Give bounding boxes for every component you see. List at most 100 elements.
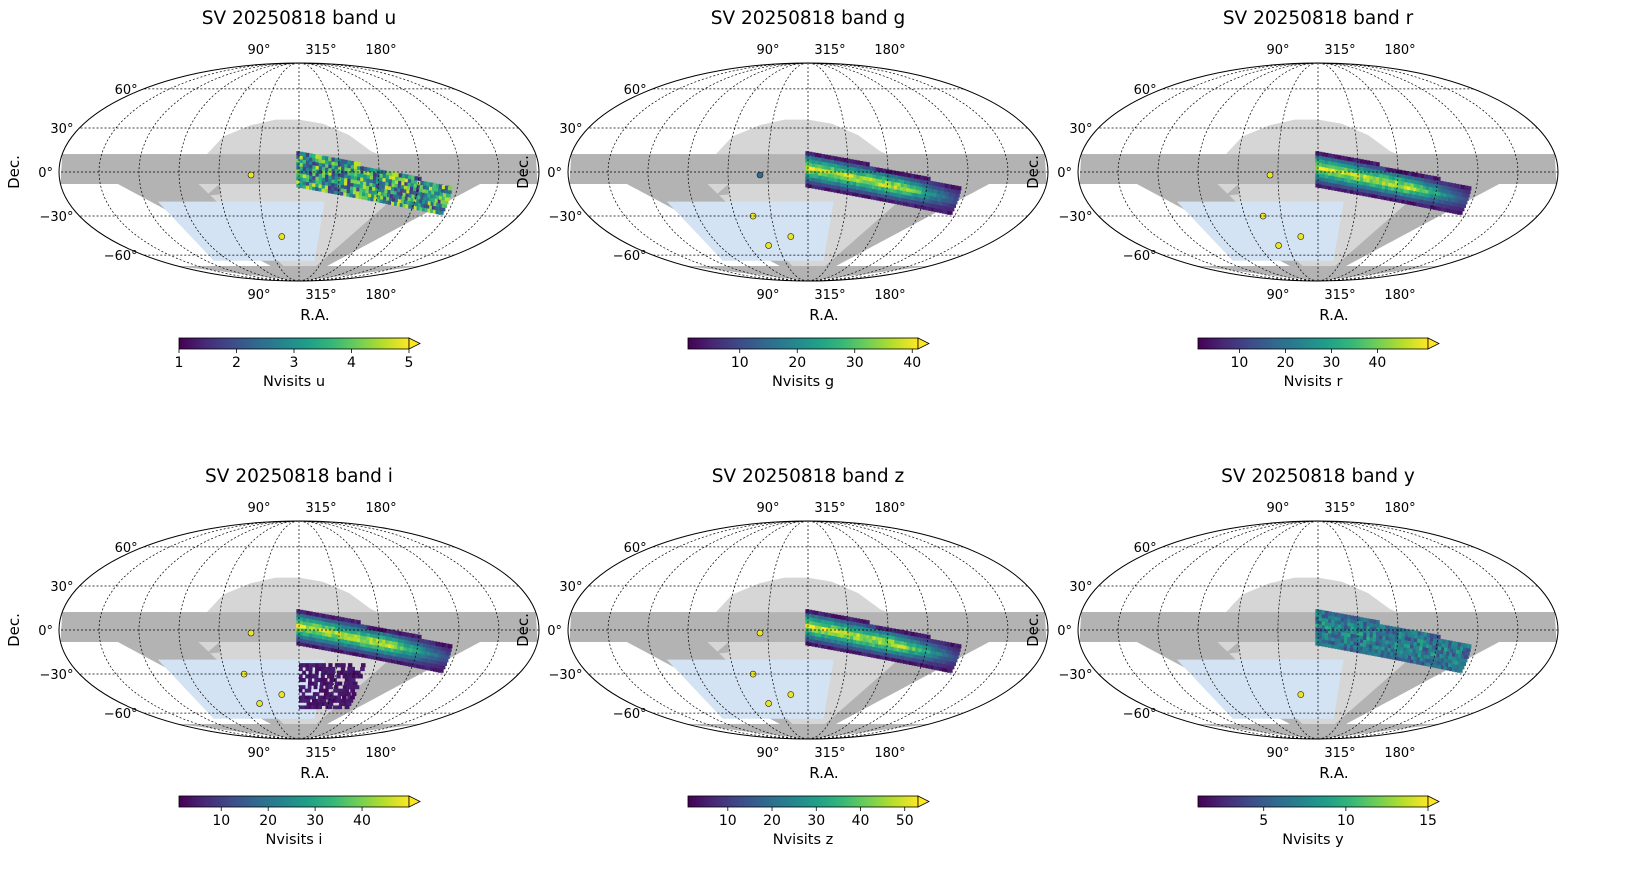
coverage-cell bbox=[821, 161, 826, 166]
coverage-cell bbox=[1369, 622, 1374, 627]
coverage-cell bbox=[350, 666, 355, 672]
coverage-cell bbox=[358, 191, 364, 196]
coverage-cell bbox=[320, 695, 325, 700]
coverage-cell bbox=[1391, 644, 1396, 649]
ra-tick-top: 180° bbox=[874, 43, 905, 58]
coverage-cell bbox=[325, 621, 329, 626]
coverage-cell bbox=[341, 162, 345, 168]
coverage-cell bbox=[356, 183, 361, 188]
coverage-cell bbox=[374, 652, 379, 657]
coverage-cell bbox=[833, 639, 838, 644]
coverage-cell bbox=[917, 633, 922, 638]
coverage-cell bbox=[427, 201, 433, 206]
coverage-cell bbox=[1400, 188, 1405, 193]
coverage-cell bbox=[436, 202, 442, 207]
coverage-cell bbox=[818, 636, 822, 641]
coverage-cell bbox=[936, 201, 942, 206]
coverage-cell bbox=[296, 619, 301, 625]
coverage-cell bbox=[391, 182, 396, 188]
coverage-cell bbox=[422, 199, 427, 204]
coverage-cell bbox=[404, 632, 409, 637]
coverage-cell bbox=[362, 649, 367, 655]
coverage-cell bbox=[366, 636, 371, 641]
coverage-cell bbox=[1463, 185, 1469, 190]
coverage-cell bbox=[358, 652, 363, 658]
coverage-cell bbox=[1427, 193, 1433, 198]
coverage-cell bbox=[927, 649, 932, 654]
coverage-cell bbox=[872, 639, 877, 644]
coverage-cell bbox=[346, 185, 351, 190]
coverage-cell bbox=[347, 639, 352, 645]
coverage-cell bbox=[1404, 200, 1409, 205]
coverage-cell bbox=[1458, 203, 1464, 208]
coverage-cell bbox=[1444, 643, 1450, 648]
coverage-cell bbox=[438, 210, 444, 215]
meridian-line bbox=[1317, 521, 1399, 739]
coverage-cell bbox=[1419, 642, 1425, 647]
coverage-cell bbox=[824, 179, 829, 184]
coverage-cell bbox=[827, 638, 832, 643]
coverage-cell bbox=[884, 645, 889, 650]
coverage-cell bbox=[824, 623, 829, 628]
coverage-cell bbox=[1366, 167, 1371, 172]
coverage-cell bbox=[379, 656, 384, 662]
coverage-cell bbox=[1337, 183, 1342, 188]
coverage-cell bbox=[410, 197, 416, 202]
sky-map bbox=[59, 63, 539, 281]
coverage-cell bbox=[1350, 171, 1355, 177]
coverage-cell bbox=[1344, 617, 1348, 623]
coverage-cell bbox=[893, 185, 899, 190]
coverage-cell bbox=[862, 172, 867, 177]
footprint-dark-right bbox=[1318, 612, 1555, 739]
coverage-cell bbox=[325, 625, 329, 630]
coverage-cell bbox=[1429, 179, 1435, 184]
coverage-cell bbox=[839, 189, 844, 194]
coverage-cell bbox=[818, 643, 822, 648]
coverage-cell bbox=[346, 650, 351, 655]
coverage-cell bbox=[1315, 169, 1320, 174]
coverage-cell bbox=[398, 631, 403, 636]
coverage-cell bbox=[353, 630, 358, 635]
coverage-cell bbox=[910, 631, 915, 637]
coverage-cell bbox=[1411, 172, 1416, 177]
coverage-cell bbox=[1404, 636, 1409, 641]
coverage-cell bbox=[1347, 632, 1352, 638]
coverage-cell bbox=[932, 654, 938, 659]
coverage-cell bbox=[935, 654, 940, 660]
coverage-cell bbox=[1315, 619, 1320, 625]
coverage-cell bbox=[347, 621, 352, 627]
coverage-cell bbox=[1365, 643, 1370, 648]
coverage-cell bbox=[1425, 658, 1431, 663]
coverage-cell bbox=[1359, 635, 1364, 640]
coverage-cell bbox=[416, 641, 421, 647]
coverage-cell bbox=[922, 663, 928, 668]
coverage-cell bbox=[1350, 629, 1355, 635]
coverage-cell bbox=[872, 170, 877, 175]
coverage-cell bbox=[1438, 646, 1443, 651]
coverage-cell bbox=[824, 619, 829, 624]
coverage-cell bbox=[1413, 645, 1418, 650]
coverage-cell bbox=[1445, 196, 1450, 202]
coverage-cell bbox=[1376, 620, 1380, 625]
coverage-cell bbox=[353, 175, 358, 181]
coverage-cell bbox=[340, 642, 345, 647]
coverage-cell bbox=[1450, 648, 1455, 653]
coverage-cell bbox=[347, 167, 352, 172]
coverage-cell bbox=[1413, 656, 1419, 661]
coverage-cell bbox=[414, 652, 420, 657]
dd-field-marker bbox=[247, 171, 255, 179]
coverage-cell bbox=[914, 662, 920, 667]
coverage-cell bbox=[312, 175, 317, 180]
coverage-cell bbox=[849, 645, 854, 651]
coverage-cell bbox=[351, 674, 357, 679]
coverage-cell bbox=[856, 160, 861, 165]
coverage-cell bbox=[929, 195, 935, 200]
coverage-cell bbox=[1454, 641, 1460, 647]
coverage-cell bbox=[1405, 192, 1411, 198]
coverage-cell bbox=[369, 629, 374, 634]
coverage-cell bbox=[296, 609, 301, 614]
coverage-cell bbox=[1340, 177, 1345, 182]
coverage-cell bbox=[350, 182, 355, 187]
meridian-line bbox=[98, 521, 300, 739]
coverage-cell bbox=[1462, 200, 1468, 205]
